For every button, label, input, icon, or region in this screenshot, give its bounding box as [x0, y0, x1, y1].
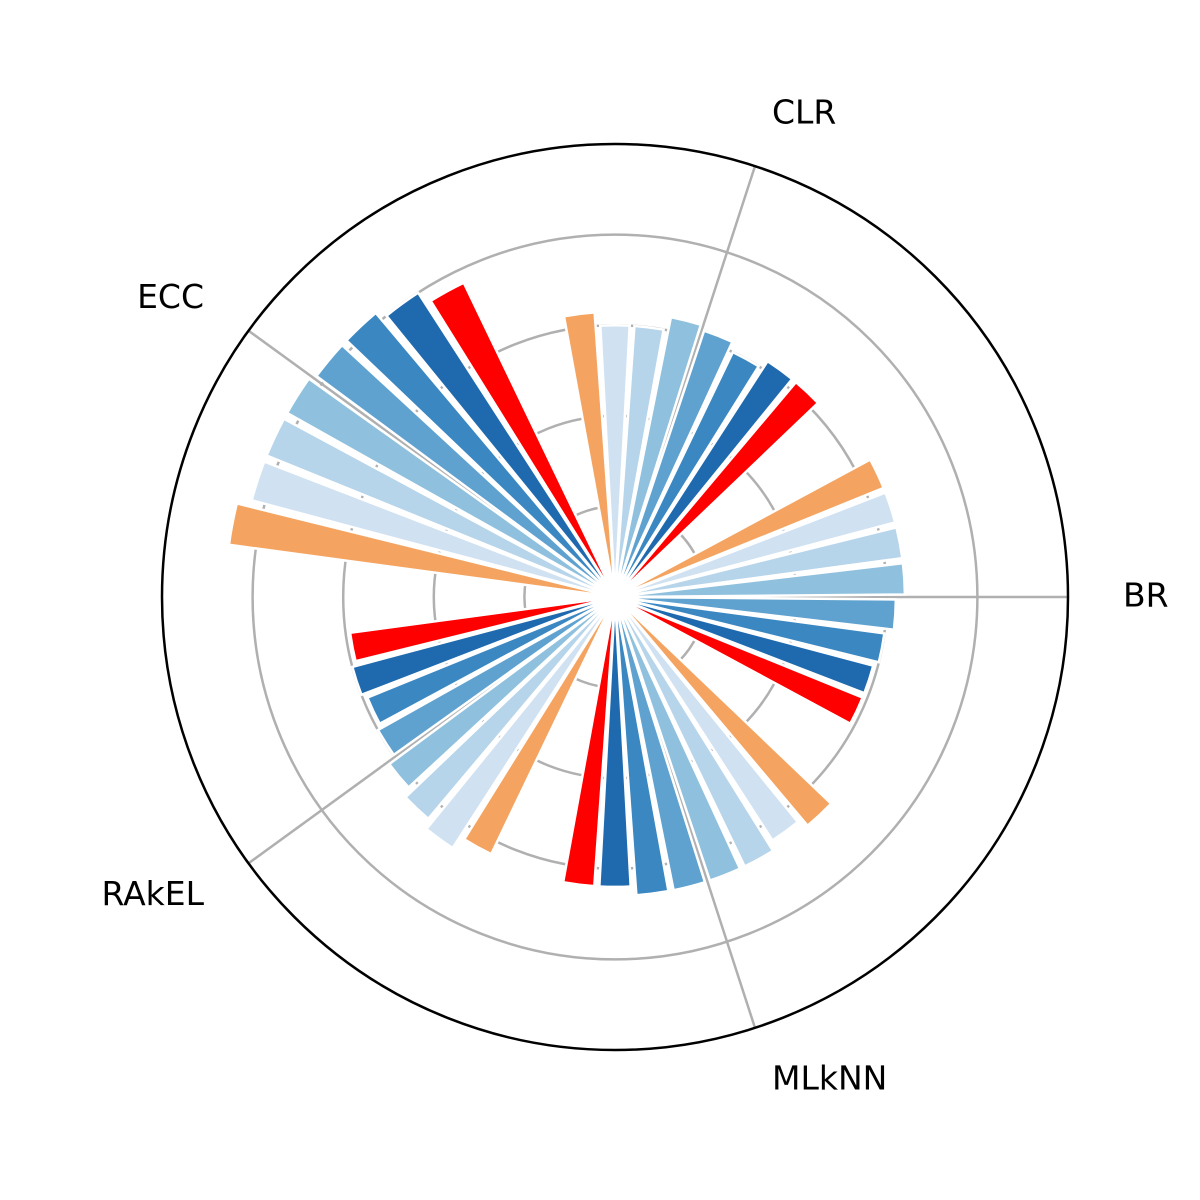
bar-ecc-3 — [265, 417, 616, 599]
bar-clr-7 — [613, 359, 794, 598]
category-label-mlknn: MLkNN — [772, 1059, 887, 1098]
category-labels: BR CLR ECC RAkEL MLkNN — [101, 92, 1168, 1097]
bars-layer — [227, 281, 907, 897]
bar-ecc-7 — [384, 290, 617, 598]
bar-rakel-2 — [424, 596, 617, 850]
bar-ecc-5 — [314, 343, 616, 599]
bar-br-1 — [614, 457, 886, 599]
bar-br-2 — [614, 491, 897, 599]
bar-ecc-6 — [344, 311, 616, 598]
bar-ecc-8 — [428, 281, 617, 598]
bar-rakel-1 — [462, 596, 617, 856]
bar-clr-2 — [598, 323, 632, 598]
bar-mlknn-6 — [613, 596, 670, 897]
bar-rakel-6 — [365, 595, 616, 726]
bar-rakel-7 — [350, 595, 616, 697]
polar-frame — [160, 142, 1070, 1052]
bar-ecc-2 — [250, 460, 616, 599]
bar-rakel-5 — [376, 595, 616, 757]
bar-mlknn-7 — [598, 596, 632, 889]
bar-br-4 — [614, 561, 907, 599]
bar-rakel-3 — [403, 596, 616, 821]
category-label-ecc: ECC — [137, 277, 204, 316]
bar-rakel-4 — [387, 595, 616, 790]
bar-br-3 — [614, 525, 904, 599]
bar-mlknn-1 — [614, 596, 833, 828]
bar-clr-6 — [613, 350, 761, 598]
bar-mlknn-3 — [613, 596, 775, 869]
bar-mlknn-4 — [613, 596, 742, 883]
bar-br-6 — [614, 595, 886, 664]
bar-mlknn-2 — [613, 596, 800, 843]
bar-rakel-8 — [348, 595, 616, 663]
bar-mlknn-8 — [561, 596, 617, 888]
category-label-br: BR — [1123, 576, 1169, 615]
bar-ecc-4 — [285, 376, 616, 599]
bar-br-8 — [614, 595, 865, 726]
bar-br-5 — [614, 595, 898, 632]
bar-clr-1 — [562, 311, 617, 598]
bar-clr-8 — [614, 380, 820, 598]
category-label-clr: CLR — [772, 92, 836, 131]
bar-br-7 — [614, 595, 875, 695]
bar-clr-4 — [613, 315, 703, 598]
bar-clr-3 — [613, 324, 666, 598]
category-label-rakel: RAkEL — [101, 874, 204, 913]
bar-clr-5 — [613, 329, 735, 598]
bar-ecc-1 — [227, 501, 616, 599]
bar-mlknn-5 — [613, 596, 707, 892]
